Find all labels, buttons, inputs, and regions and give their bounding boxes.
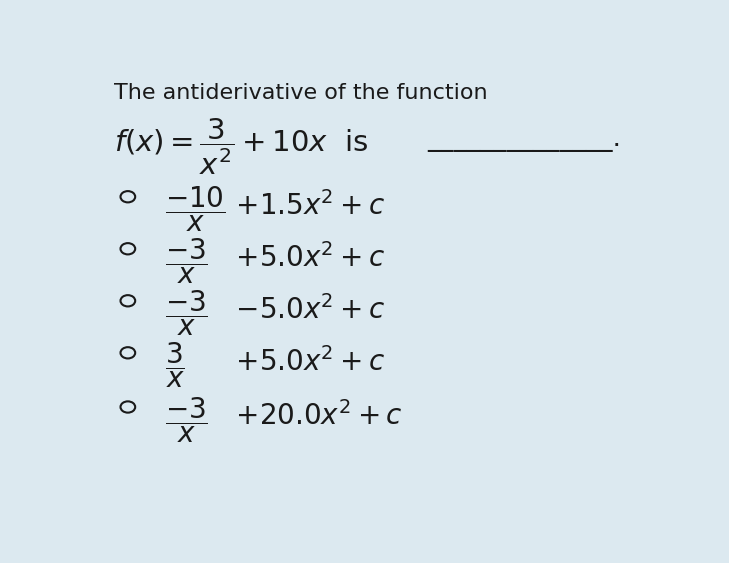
- Text: $\dfrac{-3}{x}$: $\dfrac{-3}{x}$: [165, 236, 208, 287]
- Text: ______________.: ______________.: [427, 126, 621, 152]
- Text: $+ 5.0x^2 + c$: $+ 5.0x^2 + c$: [227, 243, 385, 273]
- Text: $+ 5.0x^2 + c$: $+ 5.0x^2 + c$: [227, 347, 385, 377]
- Text: $+ 20.0x^2 + c$: $+ 20.0x^2 + c$: [227, 401, 402, 431]
- Text: The antiderivative of the function: The antiderivative of the function: [114, 83, 488, 102]
- Text: $\dfrac{3}{x}$: $\dfrac{3}{x}$: [165, 341, 184, 390]
- Text: $\dfrac{-3}{x}$: $\dfrac{-3}{x}$: [165, 289, 208, 338]
- Text: $f(x) = \dfrac{3}{x^2} + 10x$  is: $f(x) = \dfrac{3}{x^2} + 10x$ is: [114, 118, 368, 177]
- Text: $+ 1.5x^2 + c$: $+ 1.5x^2 + c$: [227, 191, 385, 221]
- Text: $- 5.0x^2 + c$: $- 5.0x^2 + c$: [227, 295, 385, 325]
- Text: $\dfrac{-3}{x}$: $\dfrac{-3}{x}$: [165, 395, 208, 445]
- Text: $\dfrac{-10}{x}$: $\dfrac{-10}{x}$: [165, 185, 225, 234]
